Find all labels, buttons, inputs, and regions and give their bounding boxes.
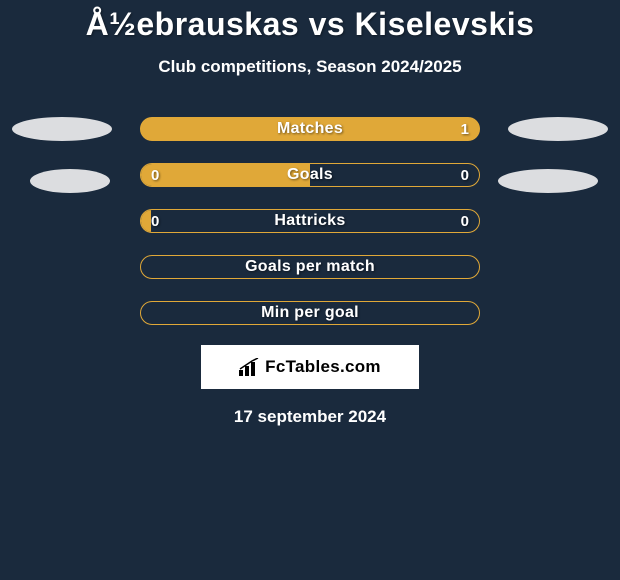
stat-label: Goals [287,166,333,184]
logo-label: FcTables.com [265,357,381,377]
stat-bar-goals-per-match: Goals per match [140,255,480,279]
stats-area: Matches 1 0 Goals 0 0 Hattricks 0 Goals … [0,117,620,325]
stat-left-value: 0 [151,167,159,184]
stat-label: Goals per match [245,258,375,276]
stat-bar-hattricks: 0 Hattricks 0 [140,209,480,233]
stat-bar-min-per-goal: Min per goal [140,301,480,325]
stat-label: Hattricks [274,212,345,230]
player-right-photo-placeholder-bottom [498,169,598,193]
stat-right-value: 0 [461,167,469,184]
logo-box: FcTables.com [201,345,419,389]
date: 17 september 2024 [0,407,620,427]
stat-bar-matches: Matches 1 [140,117,480,141]
stat-label: Matches [277,120,343,138]
player-left-photo-placeholder-bottom [30,169,110,193]
stat-label: Min per goal [261,304,359,322]
subtitle: Club competitions, Season 2024/2025 [0,57,620,77]
player-right-photo-placeholder-top [508,117,608,141]
stat-right-value: 1 [461,121,469,138]
bars-icon [239,358,261,376]
logo-text: FcTables.com [239,357,381,377]
page-title: Å½ebrauskas vs Kiselevskis [0,0,620,43]
player-left-photo-placeholder-top [12,117,112,141]
stat-bar-goals: 0 Goals 0 [140,163,480,187]
stat-bars: Matches 1 0 Goals 0 0 Hattricks 0 Goals … [140,117,480,325]
stat-right-value: 0 [461,213,469,230]
stat-left-value: 0 [151,213,159,230]
